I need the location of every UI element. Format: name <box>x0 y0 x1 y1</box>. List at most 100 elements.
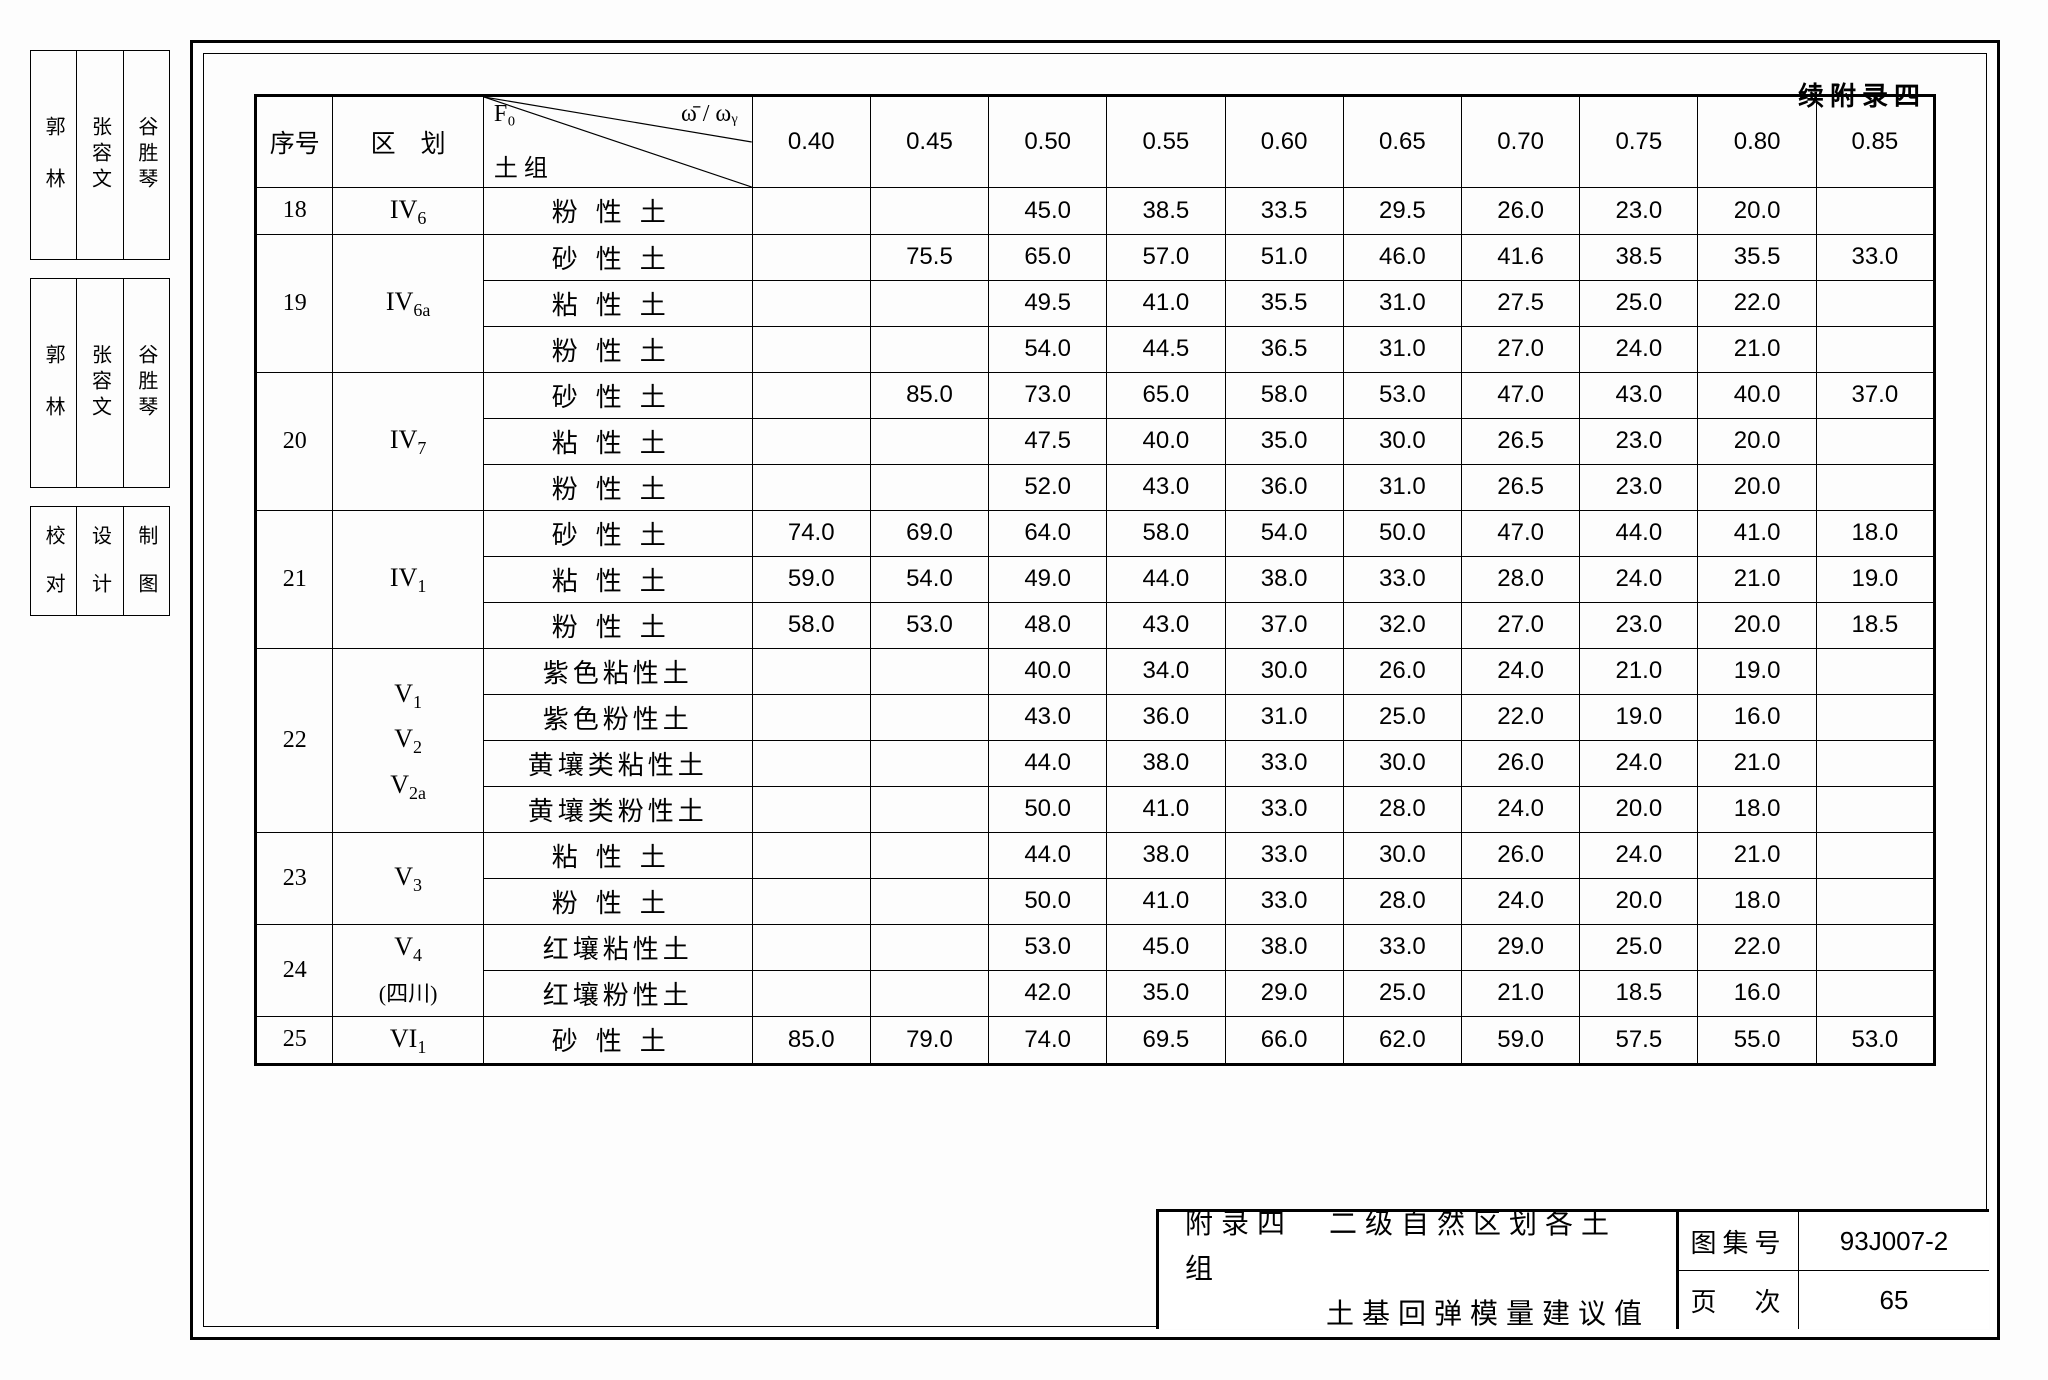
cell-value: 41.6 <box>1462 234 1580 280</box>
cell-value <box>870 924 988 970</box>
cell-value: 46.0 <box>1343 234 1461 280</box>
cell-value: 48.0 <box>989 602 1107 648</box>
cell-value: 26.0 <box>1462 740 1580 786</box>
cell-value <box>752 234 870 280</box>
cell-value: 26.5 <box>1462 418 1580 464</box>
cell-value: 31.0 <box>1225 694 1343 740</box>
stamp-col: 校 对 <box>31 507 77 615</box>
cell-value: 20.0 <box>1580 878 1698 924</box>
cell-value: 21.0 <box>1580 648 1698 694</box>
cell-value: 49.0 <box>989 556 1107 602</box>
cell-value: 37.0 <box>1225 602 1343 648</box>
data-table: 序号区 划F₀ω̄ / ωᵧ土组0.400.450.500.550.600.65… <box>254 94 1936 1066</box>
cell-value: 31.0 <box>1343 280 1461 326</box>
cell-value <box>752 280 870 326</box>
cell-value: 44.5 <box>1107 326 1225 372</box>
cell-value: 18.5 <box>1580 970 1698 1016</box>
table-row: 24V4(四川)红壤粘性土53.045.038.033.029.025.022.… <box>256 924 1935 970</box>
cell-value: 44.0 <box>1580 510 1698 556</box>
cell-soil: 砂性土 <box>483 1016 752 1064</box>
cell-value: 30.0 <box>1343 832 1461 878</box>
cell-value: 18.5 <box>1816 602 1934 648</box>
cell-value: 65.0 <box>989 234 1107 280</box>
cell-value: 24.0 <box>1580 556 1698 602</box>
cell-value: 22.0 <box>1462 694 1580 740</box>
stamp-col: 设 计 <box>77 507 123 615</box>
book-number-label: 图集号 <box>1679 1212 1799 1270</box>
cell-soil: 砂性土 <box>483 234 752 280</box>
cell-value: 26.0 <box>1343 648 1461 694</box>
cell-value: 53.0 <box>989 924 1107 970</box>
cell-value: 33.0 <box>1225 786 1343 832</box>
cell-value: 53.0 <box>1343 372 1461 418</box>
cell-value <box>870 280 988 326</box>
stamp-1: 郭 林 张容文 谷胜琴 <box>30 50 170 260</box>
col-ratio: 0.60 <box>1225 96 1343 188</box>
cell-value: 42.0 <box>989 970 1107 1016</box>
col-ratio: 0.50 <box>989 96 1107 188</box>
cell-value: 35.0 <box>1107 970 1225 1016</box>
stamp-col: 张容文 <box>77 51 123 259</box>
cell-value <box>752 372 870 418</box>
cell-value: 21.0 <box>1698 326 1816 372</box>
col-zone: 区 划 <box>333 96 483 188</box>
cell-seq: 19 <box>256 234 333 372</box>
cell-zone: VI1 <box>333 1016 483 1064</box>
cell-value <box>870 694 988 740</box>
cell-seq: 25 <box>256 1016 333 1064</box>
cell-value: 47.5 <box>989 418 1107 464</box>
cell-value <box>870 188 988 235</box>
cell-value: 40.0 <box>1107 418 1225 464</box>
cell-value: 26.0 <box>1462 832 1580 878</box>
cell-value: 74.0 <box>989 1016 1107 1064</box>
cell-value: 25.0 <box>1343 970 1461 1016</box>
cell-value <box>870 326 988 372</box>
cell-value: 33.0 <box>1225 740 1343 786</box>
table-row: 19IV6a砂性土75.565.057.051.046.041.638.535.… <box>256 234 1935 280</box>
cell-value: 41.0 <box>1107 280 1225 326</box>
cell-value: 21.0 <box>1462 970 1580 1016</box>
page-number-label: 页 次 <box>1679 1271 1799 1329</box>
cell-seq: 24 <box>256 924 333 1016</box>
drawing-title: 附录四 二级自然区划各土组 土基回弹模量建议值 <box>1159 1212 1679 1329</box>
sidebar-stamps: 郭 林 张容文 谷胜琴 郭 林 张容文 谷胜琴 校 对 设 计 制 图 <box>30 50 170 634</box>
page-inner-frame: 续附录四 序号区 划F₀ω̄ / ωᵧ土组0.400.450.500.550.6… <box>203 53 1987 1327</box>
table-row: 20IV7砂性土85.073.065.058.053.047.043.040.0… <box>256 372 1935 418</box>
cell-value: 57.5 <box>1580 1016 1698 1064</box>
cell-soil: 粘性土 <box>483 280 752 326</box>
cell-value: 23.0 <box>1580 602 1698 648</box>
table-row: 粘性土47.540.035.030.026.523.020.0 <box>256 418 1935 464</box>
stamp-col: 谷胜琴 <box>124 51 169 259</box>
cell-value: 79.0 <box>870 1016 988 1064</box>
cell-value: 50.0 <box>989 786 1107 832</box>
cell-value: 43.0 <box>1580 372 1698 418</box>
cell-value <box>752 878 870 924</box>
cell-soil: 砂性土 <box>483 510 752 556</box>
col-seq: 序号 <box>256 96 333 188</box>
cell-value: 47.0 <box>1462 372 1580 418</box>
cell-value: 40.0 <box>989 648 1107 694</box>
cell-soil: 红壤粘性土 <box>483 924 752 970</box>
cell-value <box>870 970 988 1016</box>
cell-value: 20.0 <box>1698 602 1816 648</box>
cell-value <box>1816 464 1934 510</box>
cell-value: 33.0 <box>1343 556 1461 602</box>
cell-value: 44.0 <box>1107 556 1225 602</box>
cell-value: 45.0 <box>1107 924 1225 970</box>
cell-value: 16.0 <box>1698 970 1816 1016</box>
table-row: 红壤粉性土42.035.029.025.021.018.516.0 <box>256 970 1935 1016</box>
cell-value: 23.0 <box>1580 188 1698 235</box>
cell-value: 36.5 <box>1225 326 1343 372</box>
cell-value: 19.0 <box>1698 648 1816 694</box>
cell-value: 53.0 <box>1816 1016 1934 1064</box>
stamp-2: 郭 林 张容文 谷胜琴 <box>30 278 170 488</box>
hdr-w-label: ω̄ / ωᵧ <box>681 101 738 128</box>
cell-zone: V1V2V2a <box>333 648 483 832</box>
cell-value <box>870 464 988 510</box>
cell-value: 40.0 <box>1698 372 1816 418</box>
cell-soil: 粘性土 <box>483 556 752 602</box>
stamp-3: 校 对 设 计 制 图 <box>30 506 170 616</box>
cell-value <box>752 924 870 970</box>
cell-value: 73.0 <box>989 372 1107 418</box>
cell-value: 33.0 <box>1343 924 1461 970</box>
